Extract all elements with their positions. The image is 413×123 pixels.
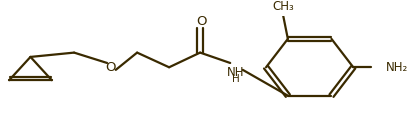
Text: O: O — [106, 61, 116, 74]
Text: NH: NH — [227, 66, 245, 79]
Text: H: H — [232, 74, 240, 84]
Text: NH₂: NH₂ — [386, 61, 408, 74]
Text: CH₃: CH₃ — [272, 0, 294, 14]
Text: O: O — [196, 15, 206, 28]
